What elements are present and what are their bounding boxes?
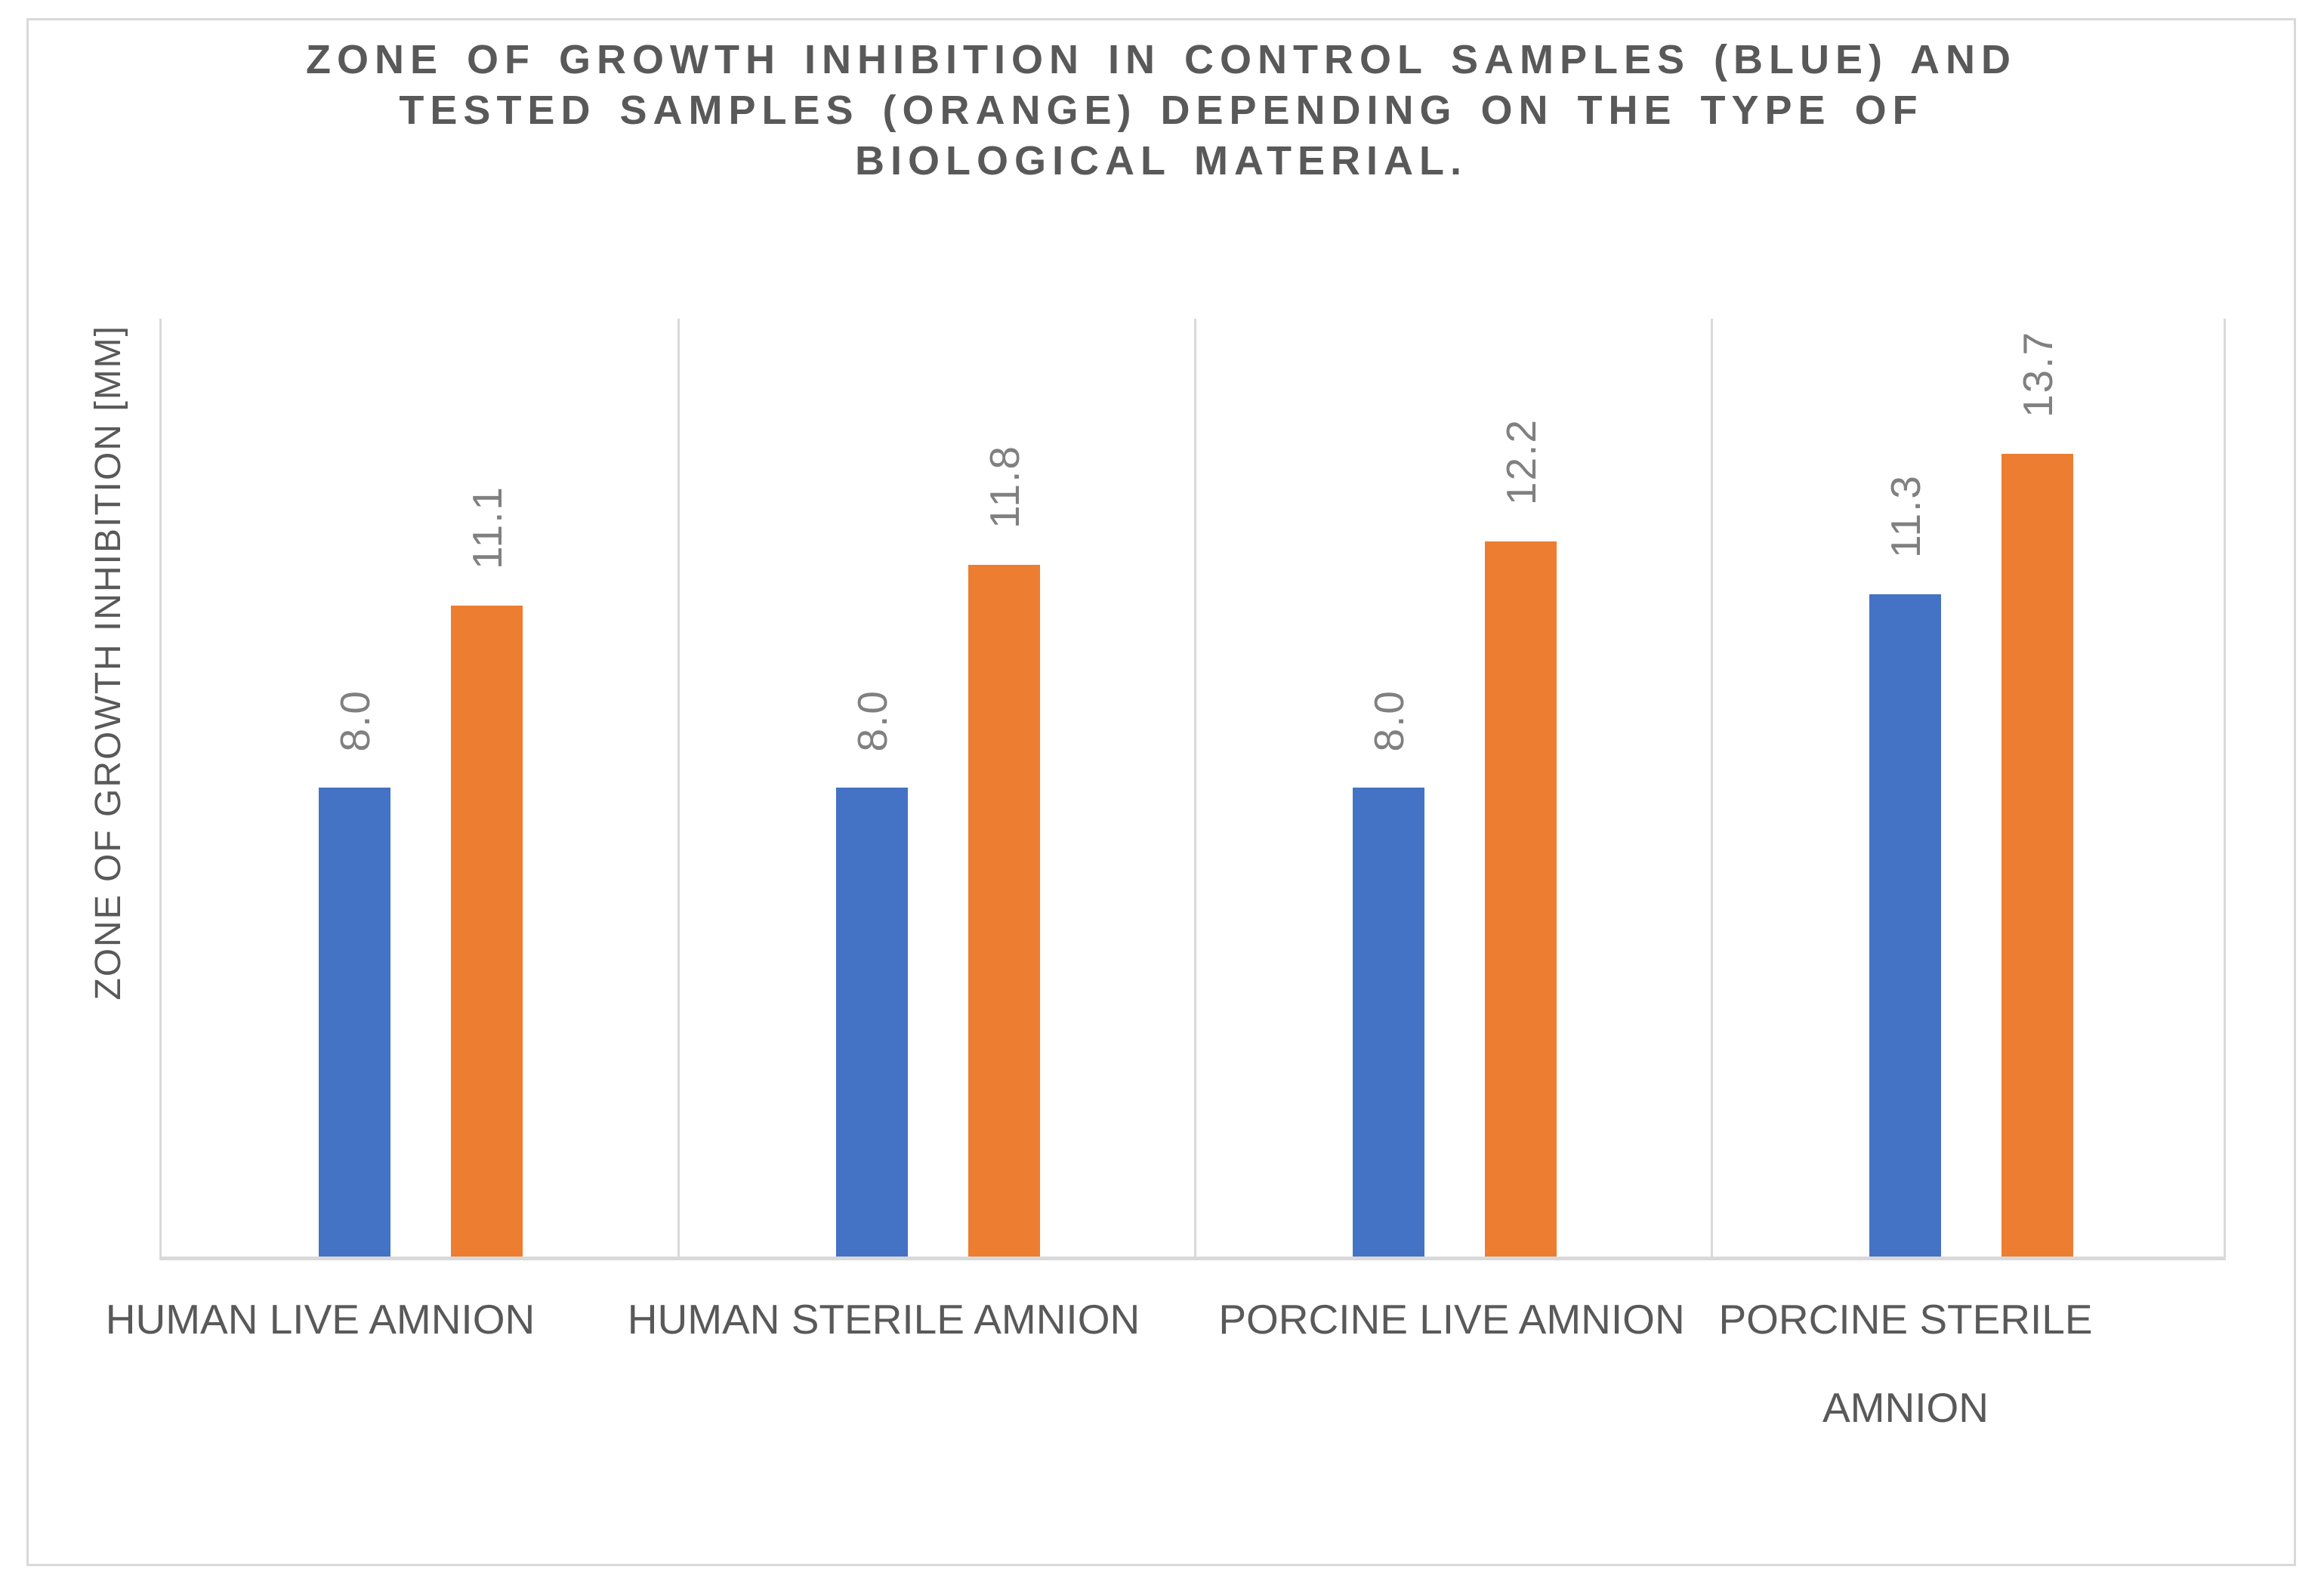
chart-title: ZONE OF GROWTH INHIBITION IN CONTROL SAM… <box>26 35 2296 187</box>
control-sample-bar <box>319 788 390 1257</box>
category-label-line: PORCINE LIVE AMNION <box>1218 1296 1685 1343</box>
category-label: HUMAN STERILE AMNION <box>628 1296 1140 1343</box>
y-axis-label: ZONE OF GROWTH INHIBITION [MM] <box>88 325 128 1001</box>
category-label-line: HUMAN STERILE AMNION <box>627 1296 1140 1343</box>
category-label: PORCINE LIVE AMNION <box>1218 1296 1684 1343</box>
control-sample-bar <box>1353 788 1424 1257</box>
tested-sample-bar <box>1485 541 1557 1257</box>
category-label: HUMAN LIVE AMNION <box>106 1296 535 1343</box>
category-label: PORCINE STERILE AMNION <box>1718 1296 2092 1431</box>
chart-title-line-1: ZONE OF GROWTH INHIBITION IN CONTROL SAM… <box>306 37 2017 82</box>
category-separator-line <box>677 319 680 1257</box>
value-label: 8.0 <box>848 689 896 751</box>
tested-sample-bar <box>968 565 1040 1257</box>
control-sample-bar <box>836 788 908 1257</box>
tested-sample-bar <box>451 606 523 1257</box>
chart-title-line-2: TESTED SAMPLES (ORANGE) DEPENDING ON THE… <box>399 88 1924 133</box>
tested-sample-bar <box>2001 453 2073 1257</box>
value-label: 8.0 <box>331 689 378 751</box>
value-label: 12.2 <box>1497 418 1545 505</box>
category-separator-line <box>1193 319 1196 1257</box>
value-label: 8.0 <box>1365 689 1412 751</box>
value-label: 11.1 <box>463 486 511 570</box>
value-label: 11.3 <box>1881 473 1929 558</box>
category-label-line: AMNION <box>1822 1384 1989 1431</box>
chart-title-line-3: BIOLOGICAL MATERIAL. <box>855 138 1468 183</box>
control-sample-bar <box>1869 594 1941 1257</box>
category-label-line: PORCINE STERILE <box>1718 1296 2093 1343</box>
plot-area: 8.0 11.1 8.0 11.8 8.0 12.2 11.3 13.7 <box>159 319 2226 1260</box>
value-label: 11.8 <box>980 445 1028 529</box>
category-label-line: HUMAN LIVE AMNION <box>105 1296 535 1343</box>
value-label: 13.7 <box>2014 330 2061 418</box>
category-separator-line <box>1710 319 1713 1257</box>
